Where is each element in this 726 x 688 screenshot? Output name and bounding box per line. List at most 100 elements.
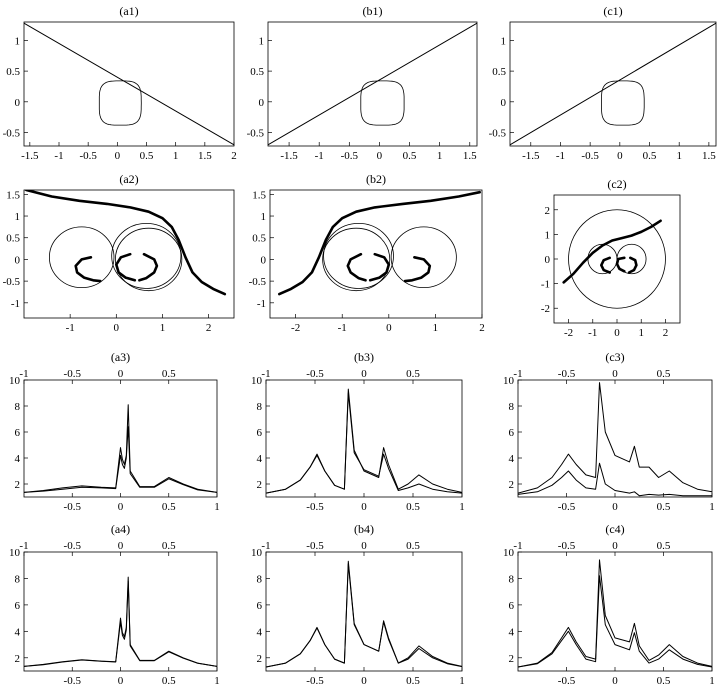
y-tick-label: 0 (15, 254, 21, 266)
panel-c2: (c2) -2 -1 0 1 2 -2 -1 0 1 2 (541, 177, 681, 339)
y-tick-label: 8 (15, 573, 21, 585)
panel-c3: (c3) -0.5 0 0.5 1 -1 -0.5 0 0.5 2 4 6 8 10 (503, 350, 715, 513)
y-tick-label: 2 (257, 479, 263, 491)
panel-b3: (b3) -0.5 0 0.5 1 -1 -0.5 0 0.5 2 4 6 8 10 (251, 350, 465, 513)
x-tick-label: -1 (588, 327, 597, 339)
panel-title: (a3) (111, 350, 130, 364)
x-tick-label: -0.5 (64, 501, 82, 513)
top-x-tick-label: -0.5 (64, 540, 82, 552)
series-line-1 (518, 575, 712, 668)
curve-circle (48, 226, 115, 289)
plot-frame (265, 551, 463, 672)
plot-area (266, 388, 462, 494)
plot-frame (267, 21, 478, 147)
top-x-tick-label: 0 (118, 540, 124, 552)
panel-title: (b3) (354, 350, 374, 364)
series-line-0 (518, 559, 712, 668)
plot-area (277, 190, 482, 296)
x-tick-label: 1 (459, 501, 465, 513)
top-x-tick-label: -1 (19, 540, 28, 552)
panel-a2: (a2) -1 0 1 2 -1 -0.5 0 0.5 1 1.5 (3, 172, 235, 334)
x-tick-label: 0 (612, 501, 618, 513)
y-tick-label: 6 (257, 427, 263, 439)
y-tick-label: 1 (15, 35, 21, 47)
curve-circle (323, 223, 394, 289)
panel-b1: (b1) -1.5 -1 -0.5 0 0.5 1 1.5 -0.5 0 0.5 1 (247, 4, 478, 162)
y-tick-label: 2 (509, 653, 515, 665)
trajectory-curve (138, 252, 159, 282)
top-x-tick-label: 0.5 (162, 540, 176, 552)
top-x-tick-label: -0.5 (64, 368, 82, 380)
y-tick-label: 10 (251, 547, 263, 559)
curve-circle (114, 227, 183, 292)
y-tick-label: 2 (257, 653, 263, 665)
astroid-curve (601, 80, 645, 126)
trajectory-curve (368, 252, 391, 282)
y-tick-label: 2 (545, 205, 551, 217)
x-tick-label: 2 (206, 322, 212, 334)
series-line-1 (24, 580, 217, 667)
top-x-tick-label: -0.5 (558, 540, 576, 552)
x-tick-label: -0.5 (79, 150, 97, 162)
x-tick-label: 0 (114, 322, 120, 334)
top-x-tick-label: -1 (513, 368, 522, 380)
panel-title: (b2) (366, 172, 386, 186)
trajectory-curve (615, 256, 626, 273)
plot-area (268, 22, 477, 146)
x-tick-label: 0.5 (162, 501, 176, 513)
series-line-1 (518, 462, 712, 497)
plot-frame (517, 551, 713, 672)
y-tick-label: 10 (9, 547, 21, 559)
x-tick-label: 0.5 (406, 675, 420, 687)
plot-area (562, 209, 666, 309)
top-x-tick-label: 0 (612, 368, 618, 380)
panel-a1: (a1) -1.5 -1 -0.5 0 0.5 1 1.5 2 -0.5 0 0.5 1 (3, 4, 237, 162)
trajectory-curve (115, 252, 137, 282)
y-tick-label: 1 (259, 35, 265, 47)
y-tick-label: 0.5 (252, 233, 266, 245)
plot-area (24, 22, 234, 146)
y-tick-label: 2 (15, 479, 21, 491)
top-x-tick-label: 0.5 (406, 368, 420, 380)
top-x-tick-label: 0.5 (657, 540, 671, 552)
x-tick-label: -1.5 (280, 150, 298, 162)
panel-title: (b4) (354, 522, 374, 536)
trajectory-curve (562, 219, 662, 284)
y-tick-label: 2 (15, 653, 21, 665)
y-tick-label: -0.5 (3, 276, 21, 288)
astroid-curve (360, 80, 405, 126)
plot-area (518, 382, 712, 497)
x-tick-label: 0.5 (140, 150, 154, 162)
y-tick-label: -2 (541, 303, 550, 315)
panel-title: (b1) (363, 4, 383, 18)
x-tick-label: -0.5 (558, 675, 576, 687)
x-tick-label: 1 (433, 322, 439, 334)
y-tick-label: 4 (15, 626, 21, 638)
panel-title: (a1) (119, 4, 138, 18)
series-line-1 (24, 426, 217, 493)
y-tick-label: 6 (509, 427, 515, 439)
y-tick-label: 6 (257, 600, 263, 612)
x-tick-label: 0 (377, 150, 383, 162)
y-tick-label: -0.5 (3, 127, 21, 139)
top-x-tick-label: -1 (513, 540, 522, 552)
y-tick-label: 0.5 (6, 233, 20, 245)
panel-title: (c4) (605, 522, 624, 536)
panel-b2: (b2) -2 -1 0 1 2 -1 -0.5 0 0.5 1 1.5 (249, 172, 485, 334)
plot-area (518, 559, 712, 668)
x-tick-label: 0.5 (403, 150, 417, 162)
y-tick-label: -0.5 (247, 127, 265, 139)
top-x-tick-label: -1 (261, 368, 270, 380)
y-tick-label: 1 (501, 35, 507, 47)
panel-title: (a4) (111, 522, 130, 536)
plot-area (266, 560, 462, 668)
x-tick-label: 1.5 (198, 150, 212, 162)
series-line-0 (510, 22, 716, 146)
top-x-tick-label: -0.5 (558, 368, 576, 380)
panel-title: (a2) (119, 172, 138, 186)
x-tick-label: -1.5 (522, 150, 540, 162)
x-tick-label: -1 (338, 322, 347, 334)
x-tick-label: 2 (479, 322, 485, 334)
y-tick-label: -0.5 (249, 276, 267, 288)
plot-frame (265, 379, 463, 498)
